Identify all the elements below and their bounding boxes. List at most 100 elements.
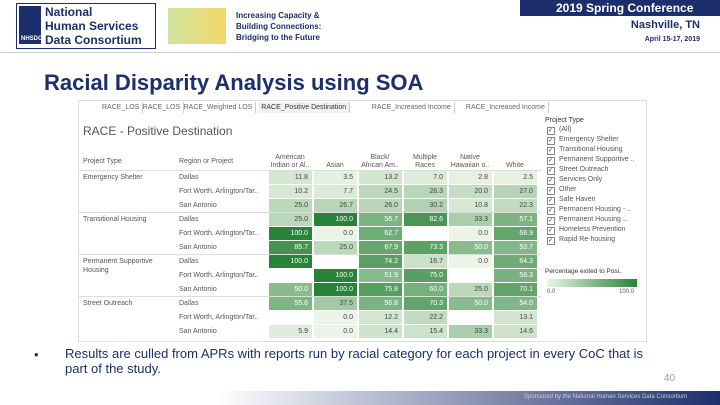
cell: 0.0 — [314, 325, 357, 338]
cell: 7.7 — [314, 185, 357, 198]
filter-option[interactable]: (All) — [559, 126, 572, 133]
tab[interactable]: RACE_LOS — [99, 102, 144, 113]
project-type: Street Outreach — [83, 300, 133, 307]
column-header: White — [506, 162, 524, 169]
theme-line: Building Connections: — [236, 22, 322, 31]
filter-option[interactable]: Rapid Re-housing — [559, 236, 616, 243]
region: San Antonio — [179, 328, 217, 335]
checkbox: ✓ — [547, 207, 555, 215]
filter-option[interactable]: Homeless Prevention — [559, 226, 626, 233]
cell: 50.0 — [449, 297, 492, 310]
filter-option[interactable]: Services Only — [559, 176, 603, 183]
cell: 73.3 — [404, 241, 447, 254]
cell: 33.3 — [449, 213, 492, 226]
footer: Sponsored by the National Human Services… — [524, 394, 688, 400]
checkbox: ✓ — [547, 237, 555, 245]
cell: 26.3 — [404, 185, 447, 198]
cell: 5.9 — [269, 325, 312, 338]
checkbox: ✓ — [547, 137, 555, 145]
page-number: 40 — [664, 373, 676, 384]
cell: 10.2 — [269, 185, 312, 198]
sheet-title: RACE - Positive Destination — [83, 124, 233, 138]
project-type: Emergency Shelter — [83, 174, 143, 181]
region: Fort Worth, Arlington/Tar.. — [179, 272, 259, 279]
region: Fort Worth, Arlington/Tar.. — [179, 230, 259, 237]
filter-option[interactable]: Permanent Housing - .. — [559, 206, 631, 213]
cell: 7.0 — [404, 171, 447, 184]
location: Nashville, TN — [630, 19, 700, 31]
checkbox: ✓ — [547, 157, 555, 165]
cell: 82.6 — [404, 213, 447, 226]
region: Dallas — [179, 258, 199, 265]
column-header: Black/ — [370, 154, 390, 161]
row-header: Region or Project — [179, 158, 234, 165]
column-header: Asian — [326, 162, 344, 169]
column-header: American — [275, 154, 305, 161]
cell: 75.0 — [404, 269, 447, 282]
cell: 100.0 — [314, 213, 357, 226]
dashboard: RACE_LOS RACE_LOS RACE_Weighted LOS RACE_Po… — [78, 100, 647, 342]
bullet-marker: • — [34, 347, 39, 362]
filter-option[interactable]: Transitional Housing — [559, 146, 623, 153]
tab[interactable]: RACE_Positive Destination — [258, 102, 351, 113]
cell: 100.0 — [269, 255, 312, 268]
tab[interactable]: RACE_Increased Income — [369, 102, 455, 113]
cell: 10.8 — [449, 199, 492, 212]
bullet-text: Results are culled from APRs with report… — [65, 346, 644, 376]
checkbox: ✓ — [547, 217, 555, 225]
cell: 25.0 — [314, 241, 357, 254]
cell: 13.2 — [359, 171, 402, 184]
theme-line: Bridging to the Future — [236, 33, 320, 42]
column-header: Hawaiian o.. — [450, 162, 490, 169]
cell: 0.0 — [314, 311, 357, 324]
checkbox: ✓ — [547, 227, 555, 235]
tab[interactable]: RACE_Weighted LOS — [181, 102, 257, 113]
group-divider — [79, 254, 541, 255]
legend-title: Percentage exited to Posi.. — [545, 268, 623, 275]
org-name-3: Data Consortium — [45, 33, 142, 47]
region: Dallas — [179, 216, 199, 223]
cell: 100.0 — [314, 269, 357, 282]
slide-title: Racial Disparity Analysis using SOA — [44, 70, 424, 95]
cell: 58.3 — [494, 269, 537, 282]
theme-line: Increasing Capacity & — [236, 11, 320, 20]
filter-option[interactable]: Other — [559, 186, 577, 193]
cell: 70.3 — [404, 297, 447, 310]
cell: 56.8 — [359, 297, 402, 310]
cell: 14.6 — [494, 325, 537, 338]
tab[interactable]: RACE_LOS — [140, 102, 185, 113]
filter-option[interactable]: Permanent Supportive .. — [559, 156, 635, 163]
cell: 24.5 — [359, 185, 402, 198]
cell: 14.4 — [359, 325, 402, 338]
footer-bar — [0, 391, 720, 405]
cell: 74.2 — [359, 255, 402, 268]
filter-option[interactable]: Emergency Shelter — [559, 136, 619, 143]
filter-option[interactable]: Permanent Housing .. — [559, 216, 627, 223]
filter-option[interactable]: Street Outreach — [559, 166, 609, 173]
org-name-1: National — [45, 5, 93, 19]
cell: 64.3 — [494, 255, 537, 268]
checkbox: ✓ — [547, 177, 555, 185]
cell: 70.1 — [494, 283, 537, 296]
org-abbr: NHSDC — [21, 36, 43, 42]
cell: 0.0 — [449, 227, 492, 240]
conference-banner — [520, 0, 720, 16]
cell: 100.0 — [314, 283, 357, 296]
conference: 2019 Spring Conference — [556, 1, 694, 15]
cell: 16.7 — [404, 255, 447, 268]
cell: 2.5 — [494, 171, 537, 184]
region: Dallas — [179, 174, 199, 181]
tab[interactable]: RACE_Increased Income — [463, 102, 549, 113]
region: San Antonio — [179, 286, 217, 293]
legend-min: 0.0 — [547, 289, 556, 295]
cell: 37.5 — [314, 297, 357, 310]
region: San Antonio — [179, 202, 217, 209]
cell: 62.7 — [359, 227, 402, 240]
cell: 30.2 — [404, 199, 447, 212]
region: Fort Worth, Arlington/Tar.. — [179, 314, 259, 321]
cell: 22.3 — [494, 199, 537, 212]
org-name-2: Human Services — [45, 19, 139, 33]
cell: 2.8 — [449, 171, 492, 184]
filter-option[interactable]: Safe Haven — [559, 196, 596, 203]
column-header: Multiple — [412, 154, 438, 161]
